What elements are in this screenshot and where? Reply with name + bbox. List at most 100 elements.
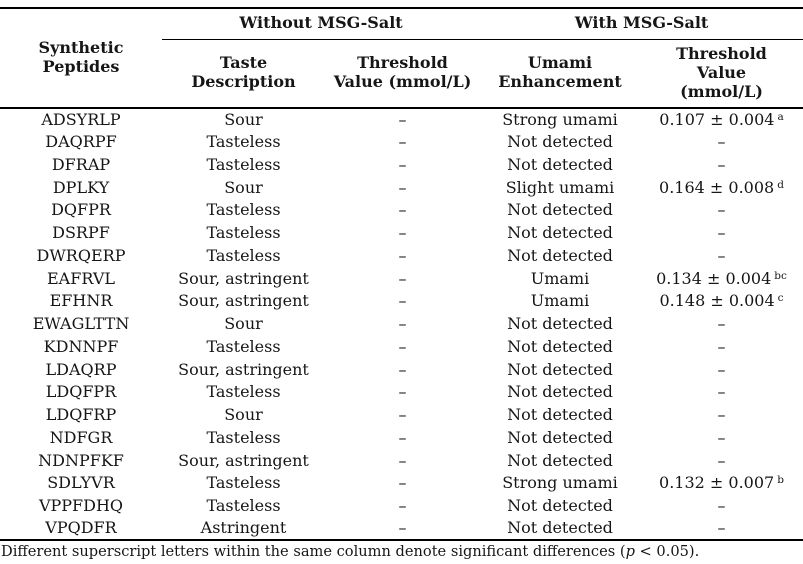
significance-superscript: b — [777, 474, 784, 487]
significance-superscript: a — [777, 110, 784, 123]
umami-enhancement-cell: Umami — [530, 268, 590, 288]
taste-description-cell: Sour, astringent — [178, 268, 309, 288]
footnote-text-end: < 0.05). — [634, 543, 700, 561]
threshold-with-cell: – — [717, 382, 726, 402]
taste-description-cell: Tasteless — [206, 496, 281, 516]
table-row: VPQDFR Astringent – Not detected – — [0, 517, 803, 542]
threshold-with-cell: 0.132 ± 0.007 b — [659, 473, 784, 493]
peptide-cell: SDLYVR — [47, 473, 115, 493]
threshold-without-cell: – — [398, 132, 407, 152]
umami-enhancement-cell: Not detected — [507, 245, 613, 265]
threshold-without-cell: – — [398, 314, 407, 334]
taste-description-cell: Sour — [224, 405, 263, 425]
umami-enhancement-cell: Not detected — [507, 450, 613, 470]
table-row: DAQRPF Tasteless – Not detected – — [0, 131, 803, 154]
threshold-without-cell: – — [398, 268, 407, 288]
column-header-umami-enhancement: Umami Enhancement — [480, 39, 640, 109]
umami-enhancement-cell: Not detected — [507, 405, 613, 425]
threshold-with-cell: – — [717, 245, 726, 265]
table-header: Synthetic Peptides Without MSG-Salt With… — [0, 8, 803, 109]
table-row: EWAGLTTN Sour – Not detected – — [0, 313, 803, 336]
table-row: NDNPFKF Sour, astringent – Not detected – — [0, 449, 803, 472]
taste-description-cell: Tasteless — [206, 427, 281, 447]
threshold-with-cell: 0.134 ± 0.004 bc — [656, 268, 787, 288]
umami-enhancement-cell: Slight umami — [505, 177, 615, 197]
umami-enhancement-cell: Strong umami — [502, 109, 618, 129]
umami-enhancement-cell: Not detected — [507, 427, 613, 447]
threshold-without-cell: – — [398, 336, 407, 356]
threshold-without-cell: – — [398, 359, 407, 379]
peptide-cell: NDFGR — [49, 427, 113, 447]
peptide-cell: LDQFRP — [45, 405, 117, 425]
table-row: ADSYRLP Sour – Strong umami 0.107 ± 0.004 a — [0, 108, 803, 131]
threshold-without-cell: – — [398, 405, 407, 425]
threshold-with-cell: 0.148 ± 0.004 c — [659, 291, 784, 311]
umami-enhancement-cell: Not detected — [507, 154, 613, 174]
umami-enhancement-cell: Not detected — [507, 359, 613, 379]
umami-enhancement-cell: Not detected — [507, 382, 613, 402]
threshold-without-cell: – — [398, 177, 407, 197]
column-header-synthetic-peptides: Synthetic Peptides — [0, 8, 162, 109]
table-body: ADSYRLP Sour – Strong umami 0.107 ± 0.004 a DA… — [0, 108, 803, 542]
peptide-cell: LDQFPR — [45, 382, 117, 402]
threshold-without-cell: – — [398, 109, 407, 129]
peptide-cell: NDNPFKF — [38, 450, 124, 470]
threshold-with-cell: – — [717, 336, 726, 356]
peptide-cell: DPLKY — [52, 177, 110, 197]
peptide-cell: EWAGLTTN — [32, 314, 130, 334]
umami-enhancement-cell: Not detected — [507, 223, 613, 243]
threshold-without-cell: – — [398, 427, 407, 447]
threshold-without-cell: – — [398, 291, 407, 311]
peptide-cell: DSRPF — [52, 223, 110, 243]
taste-description-cell: Tasteless — [206, 154, 281, 174]
peptide-cell: ADSYRLP — [41, 109, 121, 129]
peptide-cell: VPPFDHQ — [38, 496, 124, 516]
peptide-cell: KDNNPF — [43, 336, 119, 356]
table-row: EAFRVL Sour, astringent – Umami 0.134 ± 0.00… — [0, 267, 803, 290]
table-footnote: Different superscript letters within the… — [0, 543, 803, 561]
umami-enhancement-cell: Strong umami — [502, 473, 618, 493]
threshold-without-cell: – — [398, 382, 407, 402]
threshold-with-cell: 0.164 ± 0.008 d — [659, 177, 784, 197]
threshold-with-cell: – — [717, 132, 726, 152]
column-header-threshold-without: Threshold Value (mmol/L) — [325, 39, 480, 109]
taste-description-cell: Tasteless — [206, 336, 281, 356]
group-header-without-msg-salt: Without MSG-Salt — [162, 8, 480, 40]
significance-superscript: bc — [774, 269, 787, 282]
peptide-cell: DAQRPF — [45, 132, 117, 152]
threshold-with-cell: – — [717, 496, 726, 516]
table-row: DPLKY Sour – Slight umami 0.164 ± 0.008 d — [0, 176, 803, 199]
threshold-with-cell: – — [717, 450, 726, 470]
threshold-without-cell: – — [398, 496, 407, 516]
threshold-with-cell: – — [717, 200, 726, 220]
taste-description-cell: Tasteless — [206, 382, 281, 402]
taste-description-cell: Astringent — [162, 517, 325, 542]
threshold-with-cell: – — [717, 314, 726, 334]
peptide-cell: VPQDFR — [0, 517, 162, 542]
taste-description-cell: Sour, astringent — [178, 359, 309, 379]
table-row: LDQFRP Sour – Not detected – — [0, 404, 803, 427]
threshold-without-cell: – — [398, 154, 407, 174]
taste-description-cell: Tasteless — [206, 245, 281, 265]
threshold-without-cell: – — [398, 450, 407, 470]
umami-enhancement-cell: Not detected — [507, 496, 613, 516]
peptide-taste-table: Synthetic Peptides Without MSG-Salt With… — [0, 7, 803, 542]
threshold-with-cell: – — [717, 223, 726, 243]
threshold-without-cell: – — [398, 223, 407, 243]
footnote-p-symbol: p — [625, 543, 635, 561]
table-row: SDLYVR Tasteless – Strong umami 0.132 ± 0.00… — [0, 472, 803, 495]
taste-description-cell: Sour — [224, 314, 263, 334]
umami-enhancement-cell: Not detected — [507, 336, 613, 356]
table-row: DSRPF Tasteless – Not detected – — [0, 222, 803, 245]
column-header-threshold-with: Threshold Value (mmol/L) — [640, 39, 803, 109]
table-row: KDNNPF Tasteless – Not detected – — [0, 336, 803, 359]
taste-description-cell: Sour, astringent — [178, 450, 309, 470]
table-row: EFHNR Sour, astringent – Umami 0.148 ± 0.004… — [0, 290, 803, 313]
table-row: NDFGR Tasteless – Not detected – — [0, 427, 803, 450]
footnote-text-start: Different superscript letters within the… — [1, 543, 626, 561]
group-header-with-msg-salt: With MSG-Salt — [480, 8, 803, 40]
table-row: DWRQERP Tasteless – Not detected – — [0, 245, 803, 268]
threshold-with-cell: – — [717, 359, 726, 379]
threshold-with-cell: 0.107 ± 0.004 a — [659, 109, 784, 129]
